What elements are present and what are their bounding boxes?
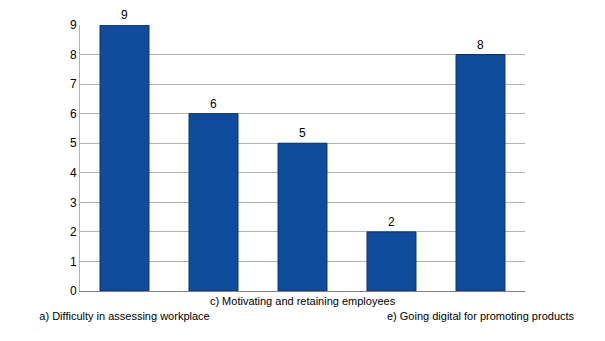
svg-text:9: 9: [70, 18, 77, 32]
svg-text:2: 2: [388, 215, 395, 229]
svg-text:5: 5: [70, 136, 77, 150]
svg-text:6: 6: [70, 107, 77, 121]
svg-text:7: 7: [70, 77, 77, 91]
svg-text:4: 4: [70, 166, 77, 180]
svg-text:8: 8: [70, 48, 77, 62]
svg-text:0: 0: [70, 284, 77, 298]
svg-text:2: 2: [70, 225, 77, 239]
svg-text:6: 6: [210, 97, 217, 111]
svg-text:3: 3: [70, 196, 77, 210]
svg-text:c) Motivating and retaining em: c) Motivating and retaining employees: [210, 295, 396, 307]
svg-text:5: 5: [299, 126, 306, 140]
svg-text:e) Going digital for promoting: e) Going digital for promoting products: [387, 310, 575, 322]
svg-text:9: 9: [121, 8, 128, 22]
svg-text:8: 8: [477, 38, 484, 52]
svg-text:1: 1: [70, 255, 77, 269]
svg-text:a) Difficulty in assessing wor: a) Difficulty in assessing workplace: [39, 310, 209, 322]
